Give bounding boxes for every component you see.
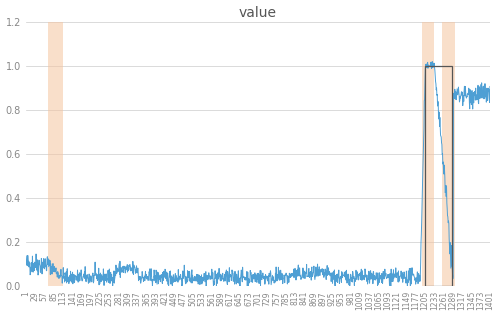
Bar [442,22,455,286]
Bar [48,22,62,286]
Title: value: value [239,6,277,20]
Bar [425,66,452,286]
Bar [422,22,434,286]
